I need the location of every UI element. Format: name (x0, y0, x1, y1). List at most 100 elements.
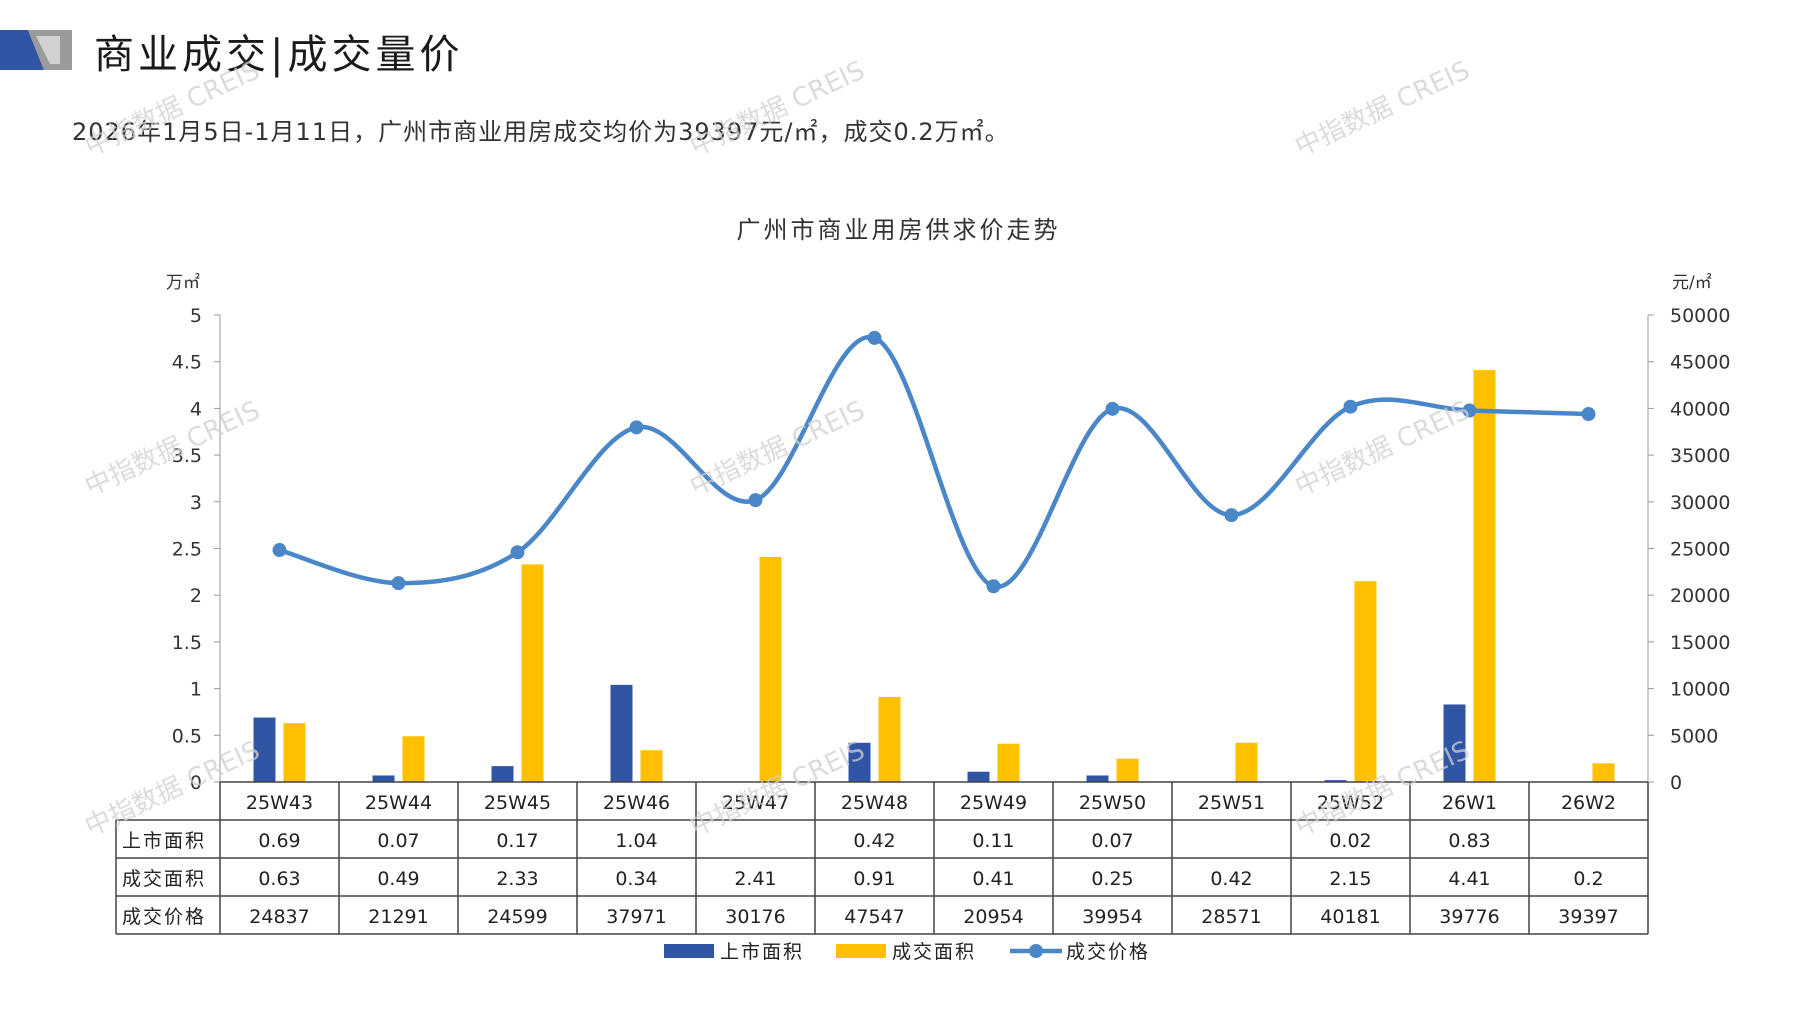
price-point (1105, 401, 1120, 416)
table-cell: 0.42 (1210, 868, 1252, 890)
table-row-header: 上市面积 (122, 830, 206, 852)
left-tick-label: 4.5 (172, 352, 202, 374)
table-row-header: 成交价格 (122, 906, 206, 928)
table-cell: 0.07 (377, 830, 419, 852)
category-label: 25W48 (841, 792, 908, 814)
category-label: 25W51 (1198, 792, 1265, 814)
legend-swatch (836, 944, 886, 958)
table-cell: 2.41 (734, 868, 776, 890)
table-cell: 0.69 (258, 830, 300, 852)
price-point (1581, 407, 1596, 422)
category-label: 25W43 (246, 792, 313, 814)
bar-traded-area (1354, 581, 1377, 782)
table-row-header: 成交面积 (122, 868, 206, 890)
right-tick-label: 40000 (1670, 398, 1730, 420)
table-cell: 0.07 (1091, 830, 1133, 852)
table-cell: 1.04 (615, 830, 657, 852)
bar-traded-area (997, 743, 1020, 782)
table-cell: 0.41 (972, 868, 1014, 890)
table-cell: 0.63 (258, 868, 300, 890)
price-point (391, 576, 406, 591)
bar-listed-area (491, 766, 514, 782)
right-axis-unit: 元/㎡ (1672, 273, 1712, 293)
bar-traded-area (1116, 758, 1139, 782)
left-tick-label: 0 (190, 772, 202, 794)
table-cell: 0.02 (1329, 830, 1371, 852)
table-cell: 21291 (368, 906, 428, 928)
bar-listed-area (967, 771, 990, 782)
logo-highlight (36, 36, 60, 64)
bar-listed-area (1086, 775, 1109, 782)
bar-traded-area (521, 564, 544, 782)
right-tick-label: 10000 (1670, 679, 1730, 701)
bar-traded-area (283, 723, 306, 782)
bar-listed-area (372, 775, 395, 782)
price-point (272, 543, 287, 558)
legend-label: 上市面积 (720, 941, 804, 963)
price-point (510, 545, 525, 560)
category-label: 25W52 (1317, 792, 1384, 814)
table-cell: 2.15 (1329, 868, 1371, 890)
left-tick-label: 3.5 (172, 445, 202, 467)
price-point (867, 330, 882, 345)
bar-listed-area (1443, 704, 1466, 782)
table-cell: 4.41 (1448, 868, 1490, 890)
table-cell: 0.11 (972, 830, 1014, 852)
legend-swatch (664, 944, 714, 958)
left-tick-label: 2.5 (172, 539, 202, 561)
price-point (986, 579, 1001, 594)
table-cell: 2.33 (496, 868, 538, 890)
category-label: 25W46 (603, 792, 670, 814)
table-cell: 0.42 (853, 830, 895, 852)
category-label: 25W50 (1079, 792, 1146, 814)
right-tick-label: 20000 (1670, 585, 1730, 607)
table-cell: 24599 (487, 906, 547, 928)
legend-label: 成交面积 (892, 941, 976, 963)
table-cell: 0.49 (377, 868, 419, 890)
table-cell: 39954 (1082, 906, 1142, 928)
summary-text: 2026年1月5日-1月11日，广州市商业用房成交均价为39397元/㎡，成交0… (72, 118, 1010, 146)
price-point (1224, 508, 1239, 523)
bar-listed-area (848, 742, 871, 782)
legend-label: 成交价格 (1066, 941, 1150, 963)
table-cell: 39397 (1558, 906, 1618, 928)
left-axis-unit: 万㎡ (166, 273, 200, 293)
logo-dark-shape (0, 30, 44, 70)
legend-line-marker (1029, 944, 1043, 958)
left-tick-label: 1 (190, 679, 202, 701)
left-tick-label: 1.5 (172, 632, 202, 654)
table-cell: 20954 (963, 906, 1023, 928)
bar-traded-area (878, 697, 901, 782)
right-tick-label: 45000 (1670, 352, 1730, 374)
bar-traded-area (640, 750, 663, 782)
bar-traded-area (759, 556, 782, 782)
chart-title: 广州市商业用房供求价走势 (736, 216, 1061, 244)
left-tick-label: 3 (190, 492, 202, 514)
left-tick-label: 0.5 (172, 725, 202, 747)
table-cell: 24837 (249, 906, 309, 928)
right-tick-label: 25000 (1670, 539, 1730, 561)
table-cell: 39776 (1439, 906, 1499, 928)
bar-listed-area (1324, 780, 1347, 782)
bar-traded-area (1235, 742, 1258, 782)
right-tick-label: 5000 (1670, 725, 1718, 747)
table-cell: 28571 (1201, 906, 1261, 928)
left-tick-label: 2 (190, 585, 202, 607)
table-cell: 40181 (1320, 906, 1380, 928)
right-tick-label: 15000 (1670, 632, 1730, 654)
table-cell: 47547 (844, 906, 904, 928)
bar-listed-area (253, 717, 276, 782)
left-tick-label: 4 (190, 398, 202, 420)
bar-traded-area (1592, 763, 1615, 782)
table-cell: 0.91 (853, 868, 895, 890)
table-cell: 0.34 (615, 868, 657, 890)
bar-traded-area (1473, 370, 1496, 782)
bar-traded-area (402, 736, 425, 782)
left-tick-label: 5 (190, 305, 202, 327)
category-label: 26W2 (1561, 792, 1616, 814)
table-cell: 30176 (725, 906, 785, 928)
price-point (1462, 403, 1477, 418)
brand-logo (0, 30, 72, 70)
right-tick-label: 50000 (1670, 305, 1730, 327)
